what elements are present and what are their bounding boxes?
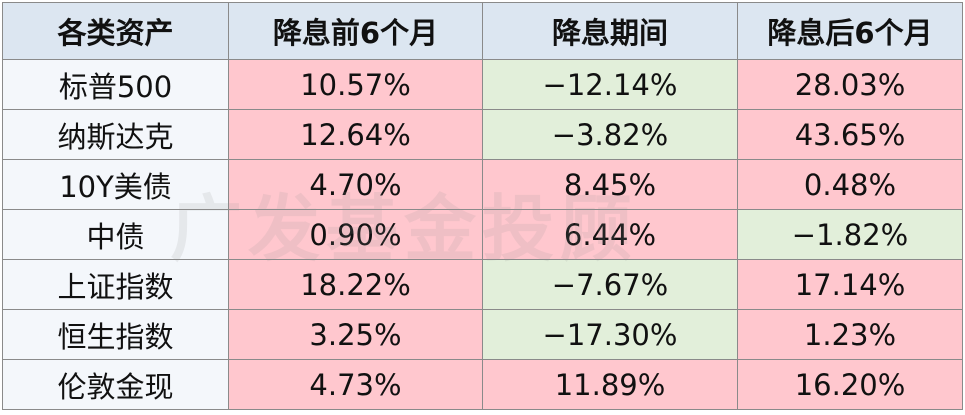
header-cell: 各类资产	[2, 2, 229, 60]
returns-table: 各类资产 降息前6个月 降息期间 降息后6个月 标普500 10.57% −12.14% 2…	[2, 2, 963, 410]
asset-cell: 恒生指数	[2, 309, 229, 360]
return-cell: 0.48%	[737, 159, 963, 210]
asset-cell: 纳斯达克	[2, 109, 229, 160]
header-cell: 降息后6个月	[737, 2, 963, 60]
return-cell: 10.57%	[228, 59, 483, 110]
return-cell: 0.90%	[228, 209, 483, 260]
return-cell: −1.82%	[737, 209, 963, 260]
return-cell: 6.44%	[482, 209, 738, 260]
header-cell: 降息前6个月	[228, 2, 483, 60]
asset-cell: 上证指数	[2, 259, 229, 310]
return-cell: 18.22%	[228, 259, 483, 310]
asset-cell: 伦敦金现	[2, 359, 229, 410]
table-row: 上证指数 18.22% −7.67% 17.14%	[2, 259, 963, 310]
table-row: 伦敦金现 4.73% 11.89% 16.20%	[2, 359, 963, 410]
return-cell: −7.67%	[482, 259, 738, 310]
return-cell: 43.65%	[737, 109, 963, 160]
header-row: 各类资产 降息前6个月 降息期间 降息后6个月	[2, 2, 963, 60]
return-cell: −3.82%	[482, 109, 738, 160]
table-row: 10Y美债 4.70% 8.45% 0.48%	[2, 159, 963, 210]
return-cell: 12.64%	[228, 109, 483, 160]
return-cell: 1.23%	[737, 309, 963, 360]
return-cell: 16.20%	[737, 359, 963, 410]
return-cell: 3.25%	[228, 309, 483, 360]
table-row: 纳斯达克 12.64% −3.82% 43.65%	[2, 109, 963, 160]
return-cell: 11.89%	[482, 359, 738, 410]
return-cell: 17.14%	[737, 259, 963, 310]
asset-cell: 中债	[2, 209, 229, 260]
return-cell: 8.45%	[482, 159, 738, 210]
table-row: 恒生指数 3.25% −17.30% 1.23%	[2, 309, 963, 360]
return-cell: −12.14%	[482, 59, 738, 110]
asset-cell: 10Y美债	[2, 159, 229, 210]
return-cell: 4.73%	[228, 359, 483, 410]
return-cell: −17.30%	[482, 309, 738, 360]
table-row: 标普500 10.57% −12.14% 28.03%	[2, 59, 963, 110]
table-row: 中债 0.90% 6.44% −1.82%	[2, 209, 963, 260]
return-cell: 28.03%	[737, 59, 963, 110]
header-cell: 降息期间	[482, 2, 738, 60]
asset-cell: 标普500	[2, 59, 229, 110]
return-cell: 4.70%	[228, 159, 483, 210]
table-body: 标普500 10.57% −12.14% 28.03% 纳斯达克 12.64% −3.82%…	[2, 59, 963, 410]
